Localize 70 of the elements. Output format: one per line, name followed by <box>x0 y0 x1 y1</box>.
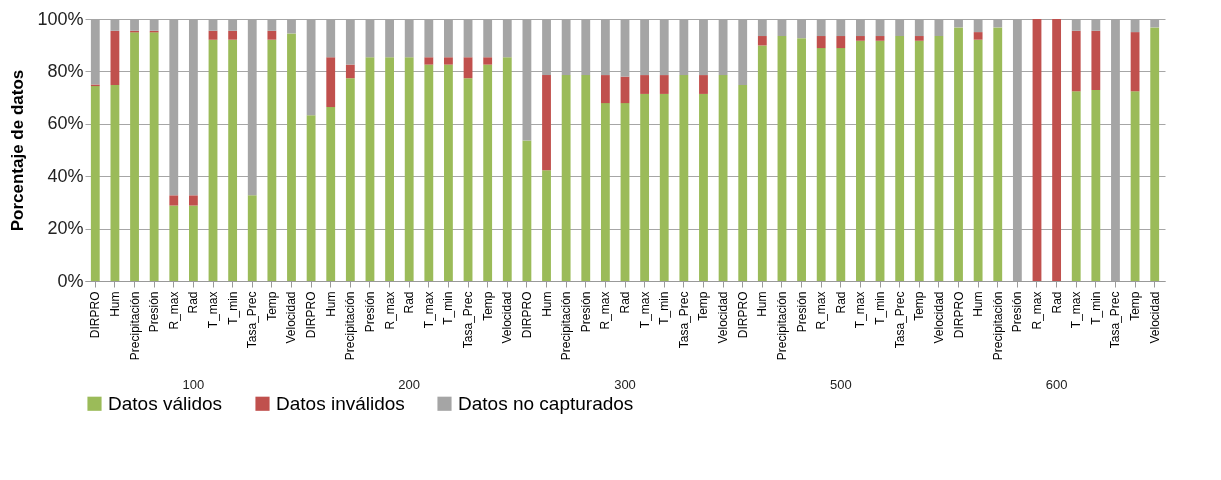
y-axis-title: Porcentaje de datos <box>8 69 28 232</box>
x-tick-label: Rad <box>402 291 417 314</box>
x-tick-label: Hum <box>107 291 122 317</box>
x-tick-label: Presión <box>1010 291 1025 333</box>
x-tick-label: Presión <box>578 291 593 333</box>
x-tick-label: Precipitación <box>127 291 142 361</box>
x-tick-label: Presión <box>362 291 377 333</box>
x-tick-label: T_min <box>873 291 888 325</box>
y-tick-label: 80% <box>47 60 84 81</box>
x-tick-label: Velocidad <box>931 291 946 344</box>
x-tick-label: T_min <box>441 291 456 325</box>
y-tick-label: 0% <box>57 270 84 291</box>
x-tick-label: Rad <box>618 291 632 314</box>
x-tick-label: Presión <box>794 291 809 333</box>
x-tick-label: R_max <box>166 291 181 330</box>
x-tick-label: Rad <box>833 291 848 314</box>
x-tick-label: DIRPRO <box>519 291 534 339</box>
x-tick-label: DIRPRO <box>88 291 103 339</box>
x-tick-label: Velocidad <box>1147 291 1162 344</box>
x-tick-label: Hum <box>539 291 554 317</box>
x-tick-label: T_min <box>1088 291 1103 325</box>
legend-label: Datos válidos <box>108 392 223 414</box>
x-tick-label: T_max <box>1069 291 1084 329</box>
x-tick-label: Hum <box>971 291 986 317</box>
x-tick-label: T_max <box>853 291 868 329</box>
x-tick-label: Temp <box>696 291 711 321</box>
x-tick-label: R_max <box>814 291 829 330</box>
legend-label: Datos inválidos <box>276 392 405 414</box>
y-tick-label: 40% <box>47 165 84 186</box>
x-tick-label: DIRPRO <box>304 291 319 339</box>
x-tick-label: T_min <box>225 291 240 325</box>
x-tick-label: Precipitación <box>774 291 789 361</box>
x-tick-label: DIRPRO <box>735 291 750 339</box>
x-tick-label: Tasa_Prec <box>461 291 476 349</box>
text: 600 <box>1045 377 1068 392</box>
x-tick-label: T_max <box>421 291 436 329</box>
x-tick-label: Tasa_Prec <box>676 291 691 349</box>
x-tick-label: DIRPRO <box>951 291 966 339</box>
x-tick-label: Precipitación <box>559 291 574 361</box>
x-tick-label: T_max <box>206 291 221 329</box>
y-tick-label: 20% <box>47 218 84 239</box>
x-tick-label: Rad <box>1049 291 1064 314</box>
x-tick-label: R_max <box>1029 291 1044 330</box>
x-tick-label: Presión <box>147 291 162 333</box>
x-tick-label: Temp <box>480 291 495 321</box>
x-tick-label: Hum <box>755 291 770 317</box>
x-tick-label: Velocidad <box>716 291 731 344</box>
x-tick-label: Hum <box>323 291 338 317</box>
x-tick-label: Temp <box>912 291 927 321</box>
x-tick-label: Temp <box>1128 291 1143 321</box>
text: 500 <box>829 377 852 392</box>
x-tick-label: Precipitación <box>343 291 358 361</box>
x-tick-label: T_min <box>657 291 672 325</box>
text: 100 <box>182 377 205 392</box>
x-tick-label: T_max <box>637 291 652 329</box>
y-tick-label: 100% <box>37 8 84 29</box>
x-tick-label: Rad <box>186 291 201 314</box>
text: 300 <box>614 377 636 392</box>
x-tick-label: Velocidad <box>500 291 515 344</box>
x-tick-label: Tasa_Prec <box>245 291 260 349</box>
x-tick-label: R_max <box>598 291 613 330</box>
x-tick-label: R_max <box>382 291 397 330</box>
x-tick-label: Temp <box>264 291 279 321</box>
text: 200 <box>398 377 421 392</box>
x-tick-label: Tasa_Prec <box>1108 291 1123 349</box>
x-tick-label: Tasa_Prec <box>892 291 907 349</box>
x-tick-label: Precipitación <box>990 291 1005 361</box>
x-tick-label: Velocidad <box>284 291 299 344</box>
legend-label: Datos no capturados <box>458 392 634 414</box>
y-tick-label: 60% <box>47 113 84 134</box>
